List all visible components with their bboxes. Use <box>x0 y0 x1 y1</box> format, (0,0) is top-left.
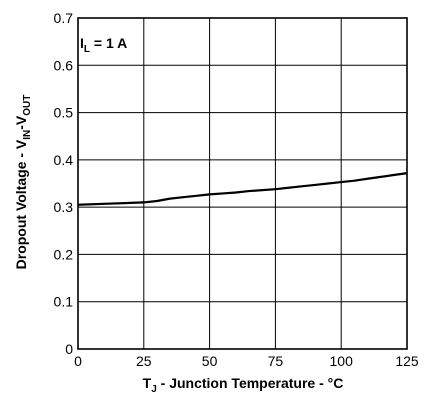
x-axis-title-subscript: J <box>151 384 157 395</box>
y-tick-label-5: 0.5 <box>54 105 74 121</box>
series-group <box>77 172 408 206</box>
y-axis-title-prefix: Dropout Voltage - V <box>13 139 29 269</box>
y-tick-label-2: 0.2 <box>54 246 74 262</box>
x-axis-title-main: T <box>143 375 152 391</box>
y-tick-label-6: 0.6 <box>54 57 74 73</box>
y-axis-title-mid: -V <box>13 115 29 130</box>
x-tick-label-5: 125 <box>395 353 419 369</box>
load-current-annotation: IL = 1 A <box>80 35 127 55</box>
x-tick-label-2: 50 <box>202 353 218 369</box>
y-tick-label-0: 0 <box>65 341 73 357</box>
y-tick-label-1: 0.1 <box>54 294 74 310</box>
annotation-main: I <box>80 35 84 51</box>
series-line-0 <box>77 172 408 206</box>
y-tick-label-3: 0.3 <box>54 199 74 215</box>
y-axis-title: Dropout Voltage - VIN-VOUT <box>13 95 33 270</box>
x-tick-label-3: 75 <box>268 353 284 369</box>
plot-frame <box>77 17 408 350</box>
y-axis-title-subscript-in: IN <box>22 130 33 140</box>
x-tick-label-1: 25 <box>136 353 152 369</box>
x-axis-title: TJ - Junction Temperature - °C <box>143 375 344 395</box>
annotation-rest: = 1 A <box>90 35 127 51</box>
x-tick-labels: 0 25 50 75 100 125 <box>74 353 419 369</box>
y-tick-label-7: 0.7 <box>54 10 74 26</box>
x-tick-label-4: 100 <box>330 353 354 369</box>
y-axis-title-subscript-out: OUT <box>22 95 33 116</box>
x-tick-label-0: 0 <box>74 353 82 369</box>
y-tick-label-4: 0.4 <box>54 152 74 168</box>
grid-lines <box>77 17 408 350</box>
annotation-subscript: L <box>84 44 90 55</box>
x-axis-title-rest: - Junction Temperature - °C <box>157 375 344 391</box>
y-tick-labels: 0 0.1 0.2 0.3 0.4 0.5 0.6 0.7 <box>54 10 74 357</box>
